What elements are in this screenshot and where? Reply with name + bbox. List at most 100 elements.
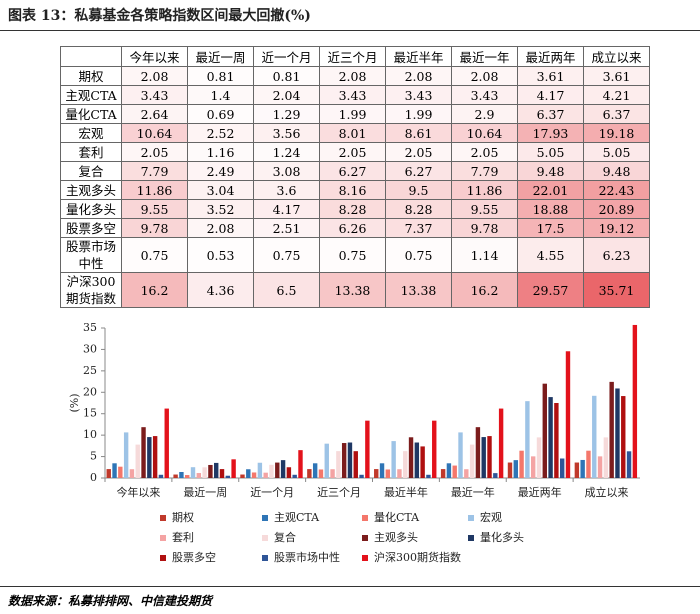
cell: 2.05 <box>451 142 518 162</box>
row-label: 复合 <box>60 161 122 181</box>
bar <box>580 459 585 478</box>
x-tick-label: 今年以来 <box>116 485 160 499</box>
bar <box>475 427 481 478</box>
cell: 11.86 <box>121 180 188 200</box>
cell: 2.08 <box>451 66 518 86</box>
bar <box>403 451 408 478</box>
cell: 9.48 <box>517 161 584 181</box>
bar <box>536 437 542 478</box>
bar <box>123 432 129 478</box>
bar <box>621 396 626 478</box>
row: 主观多头 11.86 3.04 3.6 8.16 9.5 11.86 22.01 22.43 <box>60 180 650 200</box>
cell: 6.23 <box>583 237 650 273</box>
bar <box>347 442 353 478</box>
bar <box>426 474 431 478</box>
y-tick-label: 35 <box>83 321 97 334</box>
cell: 9.5 <box>385 180 452 200</box>
y-axis-label: (%) <box>68 393 81 412</box>
row: 期权 2.08 0.81 0.81 2.08 2.08 2.08 3.61 3.61 <box>60 66 650 86</box>
cell: 35.71 <box>583 272 650 308</box>
bar <box>336 451 341 478</box>
cell: 7.37 <box>385 218 452 238</box>
y-tick-label: 5 <box>90 450 97 463</box>
bar <box>548 397 553 478</box>
bar <box>525 401 530 478</box>
bar <box>341 443 347 478</box>
legend-label: 沪深300期货指数 <box>374 550 461 564</box>
bar <box>141 427 146 478</box>
bar <box>519 450 524 478</box>
bar <box>626 451 632 478</box>
cell: 0.69 <box>187 104 254 124</box>
row: 量化多头 9.55 3.52 4.17 8.28 8.28 9.55 18.88 20.89 <box>60 199 650 219</box>
bar <box>420 446 425 478</box>
column-header: 近一个月 <box>253 46 320 67</box>
cell: 7.79 <box>451 161 518 181</box>
bar <box>330 469 335 478</box>
cell: 2.08 <box>187 218 254 238</box>
bar <box>298 450 303 478</box>
bar <box>542 383 547 478</box>
cell: 0.81 <box>187 66 254 86</box>
bar <box>487 436 492 478</box>
bar <box>574 462 580 478</box>
cell: 2.08 <box>319 66 386 86</box>
y-tick-label: 20 <box>83 385 97 398</box>
bar <box>240 474 245 478</box>
bar <box>324 443 329 478</box>
bar <box>408 437 414 478</box>
bar <box>432 420 437 478</box>
bar <box>185 475 190 478</box>
bar <box>493 473 498 478</box>
bar <box>152 436 158 478</box>
legend-swatch <box>160 515 166 521</box>
bar <box>269 464 274 478</box>
bar <box>179 472 184 478</box>
cell: 13.38 <box>319 272 386 308</box>
bar <box>214 462 219 478</box>
legend-swatch <box>262 535 268 541</box>
cell: 3.43 <box>385 85 452 105</box>
cell: 4.21 <box>583 85 650 105</box>
bar <box>353 451 358 478</box>
bar <box>498 408 504 478</box>
bar <box>280 460 286 478</box>
cell: 4.17 <box>517 85 584 105</box>
bar <box>597 456 603 478</box>
bar <box>385 469 391 478</box>
legend-label: 复合 <box>274 530 296 544</box>
cell: 6.37 <box>517 104 584 124</box>
cell: 7.79 <box>121 161 188 181</box>
legend-label: 宏观 <box>480 510 502 524</box>
cell: 6.27 <box>319 161 386 181</box>
x-tick-label: 成立以来 <box>585 485 629 499</box>
bar <box>312 463 318 478</box>
rule <box>0 30 700 31</box>
x-tick-label: 最近两年 <box>518 485 562 499</box>
bar <box>173 474 178 478</box>
cell: 2.9 <box>451 104 518 124</box>
x-tick-label: 近一个月 <box>250 486 294 499</box>
bar <box>592 395 597 478</box>
column-header: 最近一周 <box>187 46 254 67</box>
cell: 0.53 <box>187 237 254 273</box>
bar <box>219 469 225 478</box>
legend-swatch <box>468 515 474 521</box>
column-header: 近三个月 <box>319 46 386 67</box>
y-tick-label: 25 <box>83 364 97 377</box>
cell: 1.4 <box>187 85 254 105</box>
legend-label: 套利 <box>172 531 194 544</box>
cell: 0.75 <box>121 237 188 273</box>
bar <box>559 458 565 478</box>
bar <box>603 437 609 478</box>
bar <box>632 324 638 478</box>
row: 主观CTA 3.43 1.4 2.04 3.43 3.43 3.43 4.17 4.21 <box>60 85 650 105</box>
legend-swatch <box>160 535 166 541</box>
bar <box>586 450 591 478</box>
row: 股票市场中性 0.75 0.53 0.75 0.75 0.75 1.14 4.55 6.23 <box>60 237 650 273</box>
bar <box>530 456 536 478</box>
cell: 6.26 <box>319 218 386 238</box>
legend-swatch <box>362 515 368 521</box>
legend-label: 期权 <box>172 511 194 524</box>
row: 套利 2.05 1.16 1.24 2.05 2.05 2.05 5.05 5.05 <box>60 142 650 162</box>
